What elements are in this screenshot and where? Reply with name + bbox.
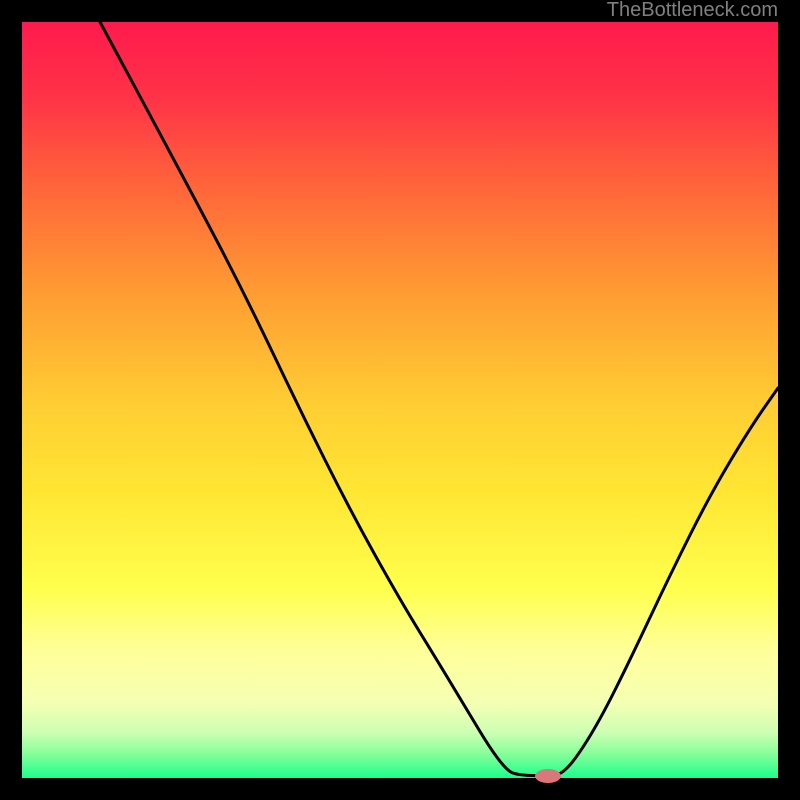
chart-svg: TheBottleneck.com [0,0,800,800]
gradient-background [22,22,778,778]
optimal-point-marker [535,769,561,783]
bottleneck-chart: TheBottleneck.com [0,0,800,800]
watermark-text: TheBottleneck.com [607,0,778,21]
